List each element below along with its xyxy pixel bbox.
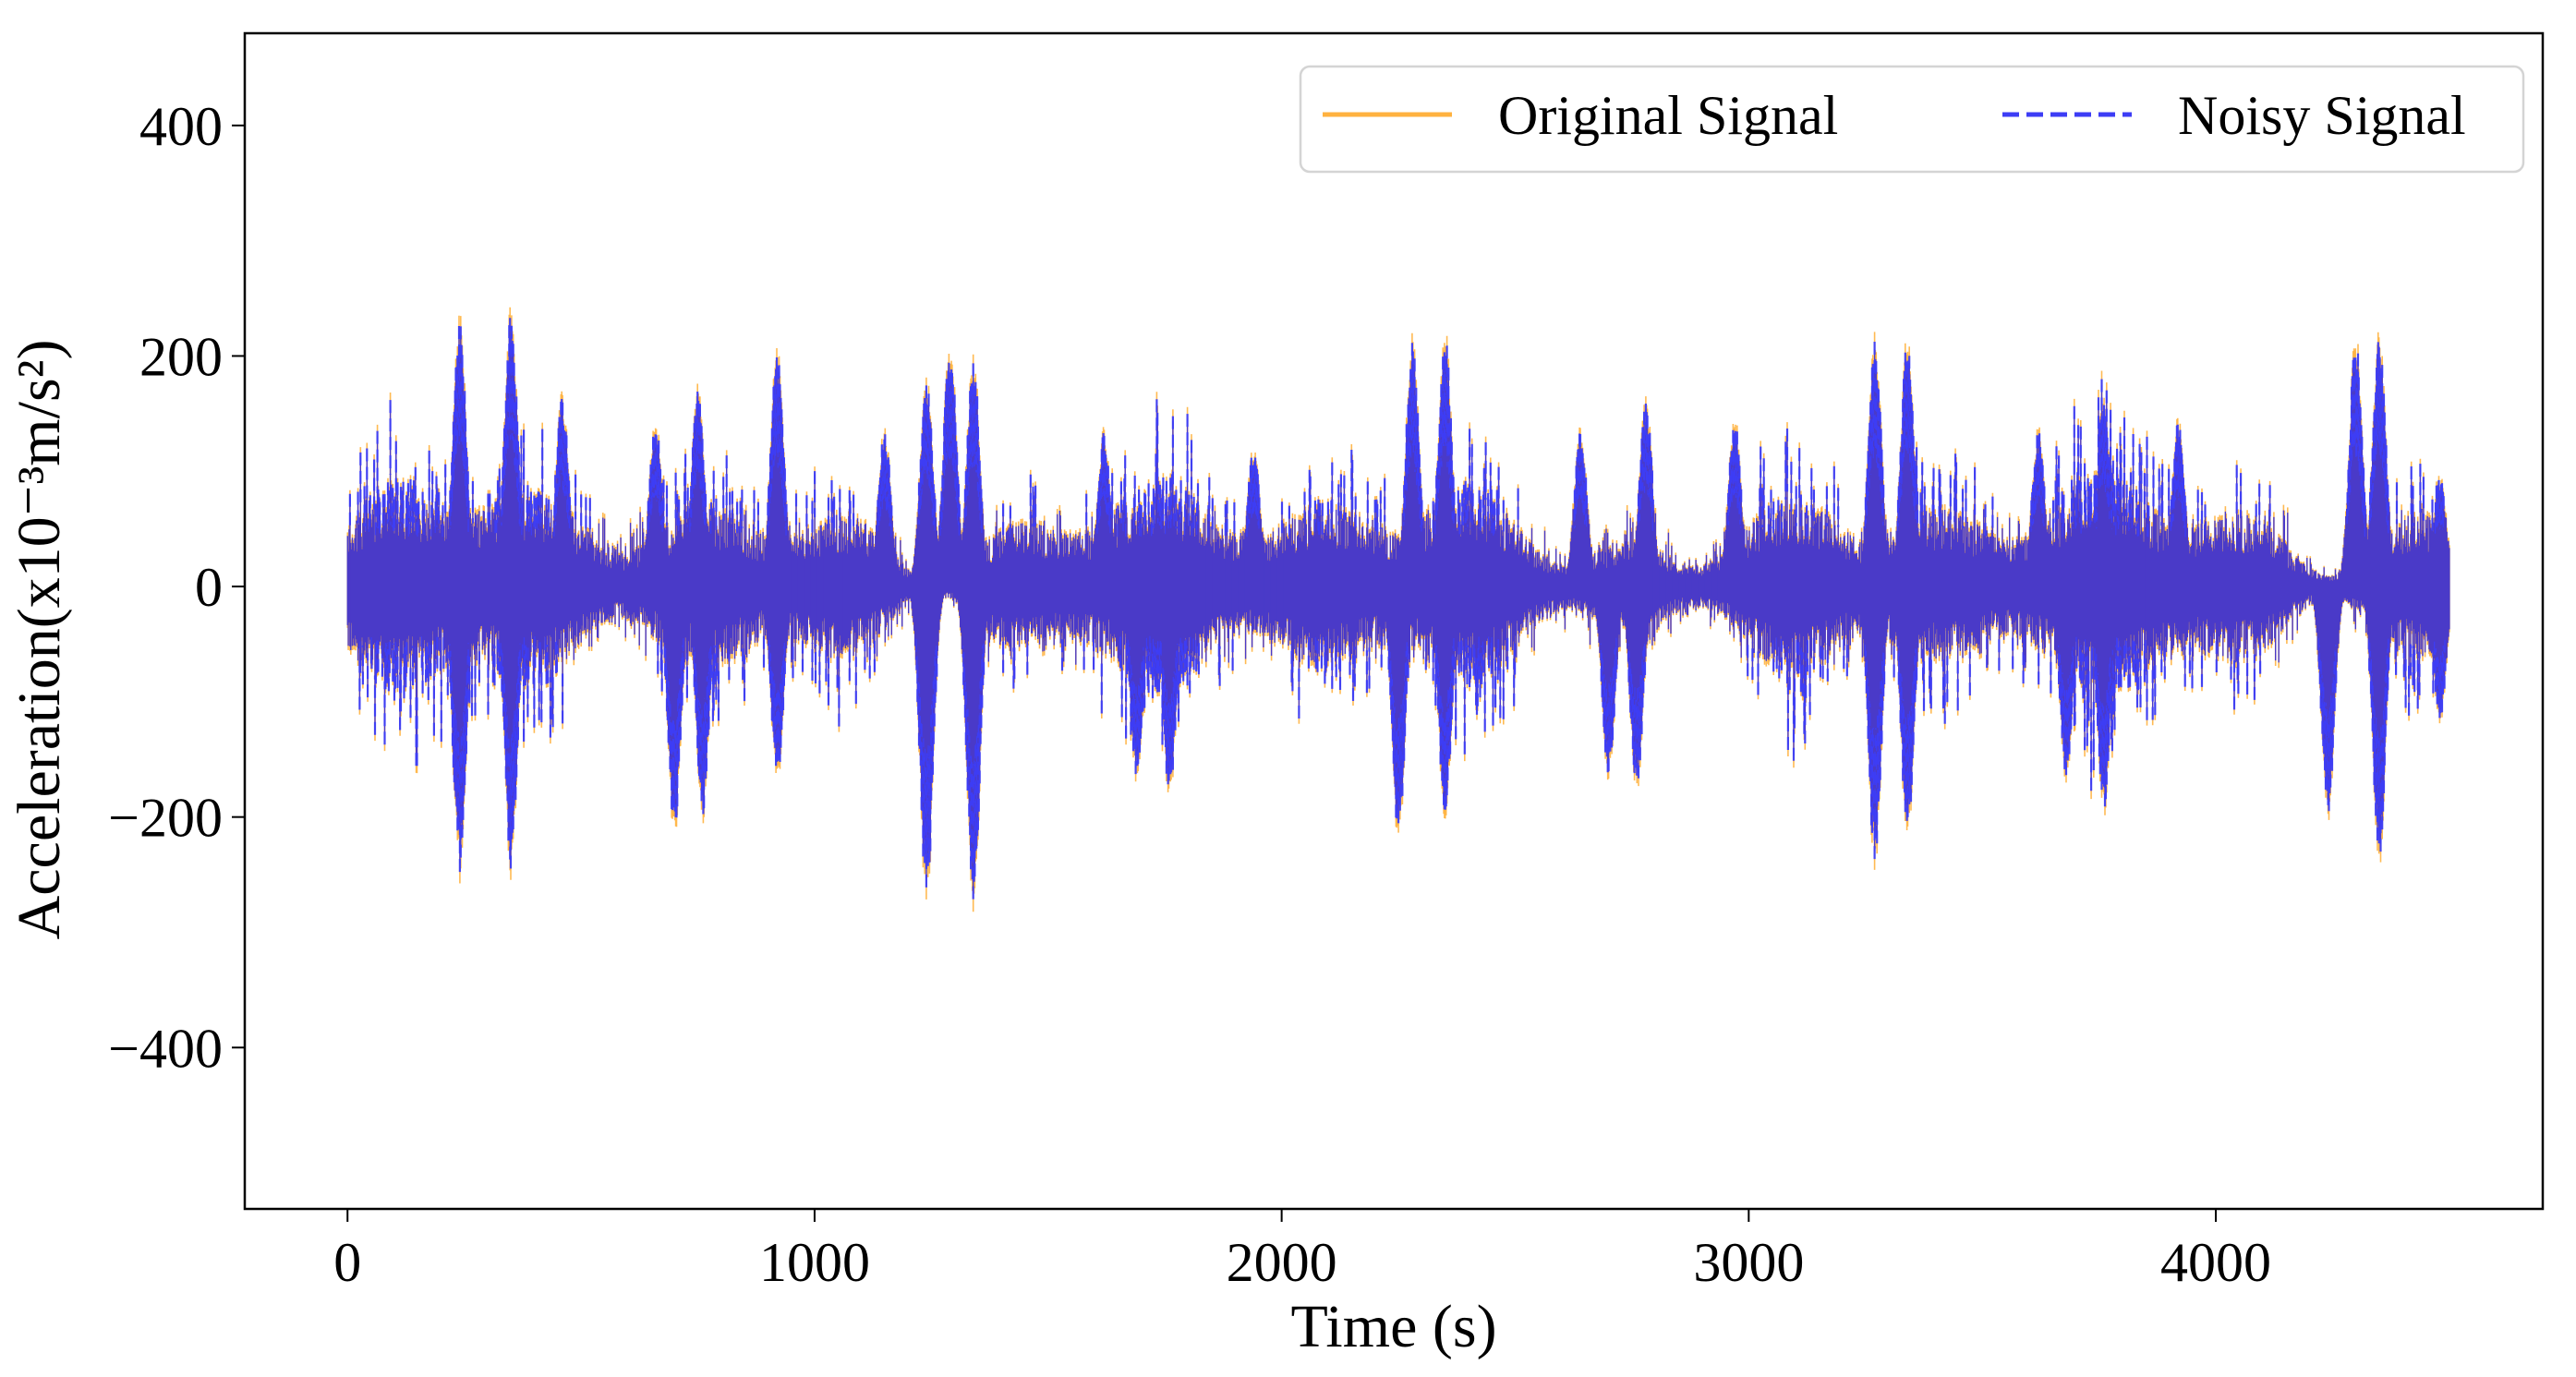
y-axis-ticks: −400 −200 0 200 400 <box>108 96 245 1079</box>
x-tick-label: 3000 <box>1693 1232 1804 1293</box>
x-axis-label: Time (s) <box>1290 1293 1496 1360</box>
x-tick-label: 1000 <box>759 1232 870 1293</box>
legend-noisy-label: Noisy Signal <box>2178 85 2466 146</box>
y-axis-label: Acceleration(x10⁻³m/s²) <box>6 340 73 940</box>
y-tick-label: −400 <box>108 1018 223 1079</box>
legend-original-label: Original Signal <box>1498 85 1838 146</box>
plot-frame <box>243 31 2545 1211</box>
x-axis-ticks: 0 1000 2000 3000 4000 <box>333 1209 2271 1293</box>
y-tick-label: 400 <box>139 96 223 157</box>
x-tick-label: 0 <box>333 1232 361 1293</box>
y-tick-label: 200 <box>139 326 223 387</box>
y-tick-label: −200 <box>108 788 223 849</box>
legend: Original Signal Noisy Signal <box>1299 65 2525 174</box>
legend-box <box>1299 65 2525 174</box>
plot-area <box>346 307 2450 912</box>
y-tick-label: 0 <box>195 557 223 618</box>
x-tick-label: 2000 <box>1227 1232 1337 1293</box>
x-tick-label: 4000 <box>2160 1232 2271 1293</box>
series-noisy-signal <box>346 318 2450 900</box>
